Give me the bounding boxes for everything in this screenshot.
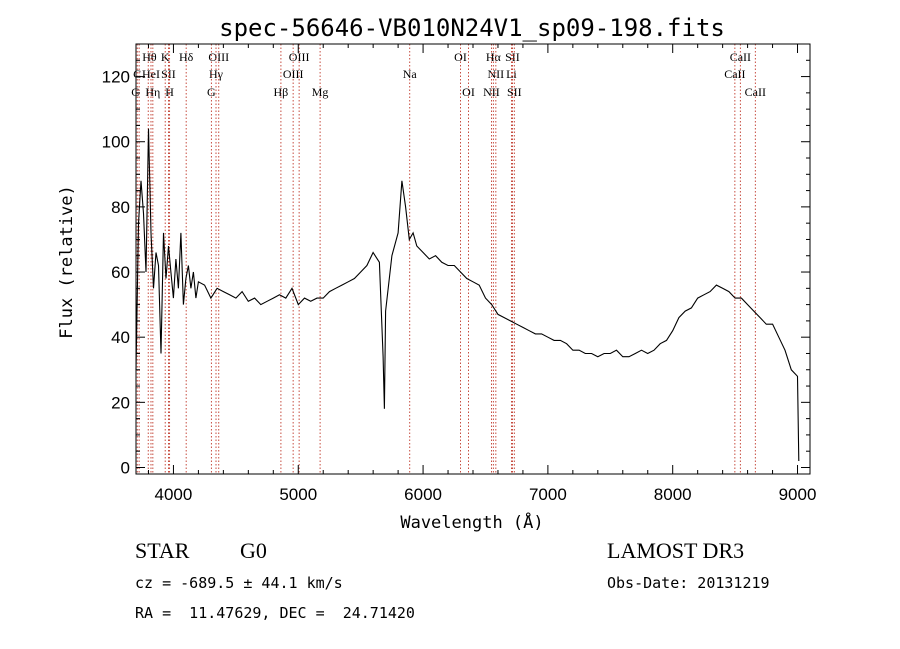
- x-tick-label: 5000: [279, 485, 317, 504]
- line-marker-label: C: [133, 67, 141, 81]
- y-tick-label: 120: [102, 68, 130, 87]
- spectrum-line: [135, 128, 800, 462]
- line-marker-label: Hη: [145, 85, 160, 99]
- survey-name: LAMOST DR3: [607, 538, 745, 563]
- line-marker-label: Na: [403, 67, 418, 81]
- line-marker-label: SII: [507, 85, 522, 99]
- line-marker-label: Mg: [312, 85, 329, 99]
- line-marker-label: Hγ: [209, 67, 224, 81]
- x-tick-label: 6000: [404, 485, 442, 504]
- line-marker-label: SII: [505, 50, 520, 64]
- y-tick-label: 40: [111, 328, 130, 347]
- object-subclass: G0: [240, 538, 267, 563]
- line-marker-label: OIII: [208, 50, 229, 64]
- y-tick-label: 20: [111, 393, 130, 412]
- line-marker-label: Hδ: [179, 50, 194, 64]
- object-class: STAR: [135, 538, 190, 563]
- line-marker-label: OIII: [283, 67, 304, 81]
- redshift-velocity: cz = -689.5 ± 44.1 km/s: [135, 574, 343, 592]
- x-tick-label: 7000: [529, 485, 567, 504]
- chart-title: spec-56646-VB010N24V1_sp09-198.fits: [219, 14, 725, 42]
- line-marker-label: Hθ: [142, 50, 157, 64]
- line-marker-label: NII: [483, 85, 500, 99]
- x-tick-label: 9000: [779, 485, 817, 504]
- y-axis-label: Flux (relative): [57, 185, 77, 339]
- line-marker-label: C: [131, 85, 139, 99]
- line-marker-label: G: [207, 85, 216, 99]
- line-marker-label: H: [165, 85, 174, 99]
- line-marker-label: Hβ: [274, 85, 289, 99]
- line-marker-label: HeI: [142, 67, 160, 81]
- line-marker-label: Hα: [486, 50, 502, 64]
- line-marker-label: NII: [488, 67, 505, 81]
- line-marker-label: CaII: [745, 85, 766, 99]
- y-tick-label: 0: [121, 458, 130, 477]
- x-tick-label: 8000: [654, 485, 692, 504]
- y-tick-label: 100: [102, 133, 130, 152]
- line-marker-label: CaII: [724, 67, 745, 81]
- x-axis-label: Wavelength (Å): [400, 511, 543, 533]
- coordinates: RA = 11.47629, DEC = 24.71420: [135, 604, 415, 622]
- line-marker-label: OIII: [289, 50, 310, 64]
- y-tick-label: 80: [111, 198, 130, 217]
- line-marker-label: SII: [161, 67, 176, 81]
- line-marker-label: Li: [506, 67, 517, 81]
- line-marker-label: OI: [454, 50, 467, 64]
- line-marker-label: K: [161, 50, 170, 64]
- axis-ticks: 4000 5000 6000 7000 8000 9000 0 20 40 60 80 100 120: [102, 44, 817, 504]
- line-marker-label: CaII: [730, 50, 751, 64]
- line-marker-label: OI: [462, 85, 475, 99]
- y-tick-label: 60: [111, 263, 130, 282]
- x-tick-label: 4000: [155, 485, 193, 504]
- plot-frame: [135, 43, 811, 475]
- observation-date: Obs-Date: 20131219: [607, 574, 770, 592]
